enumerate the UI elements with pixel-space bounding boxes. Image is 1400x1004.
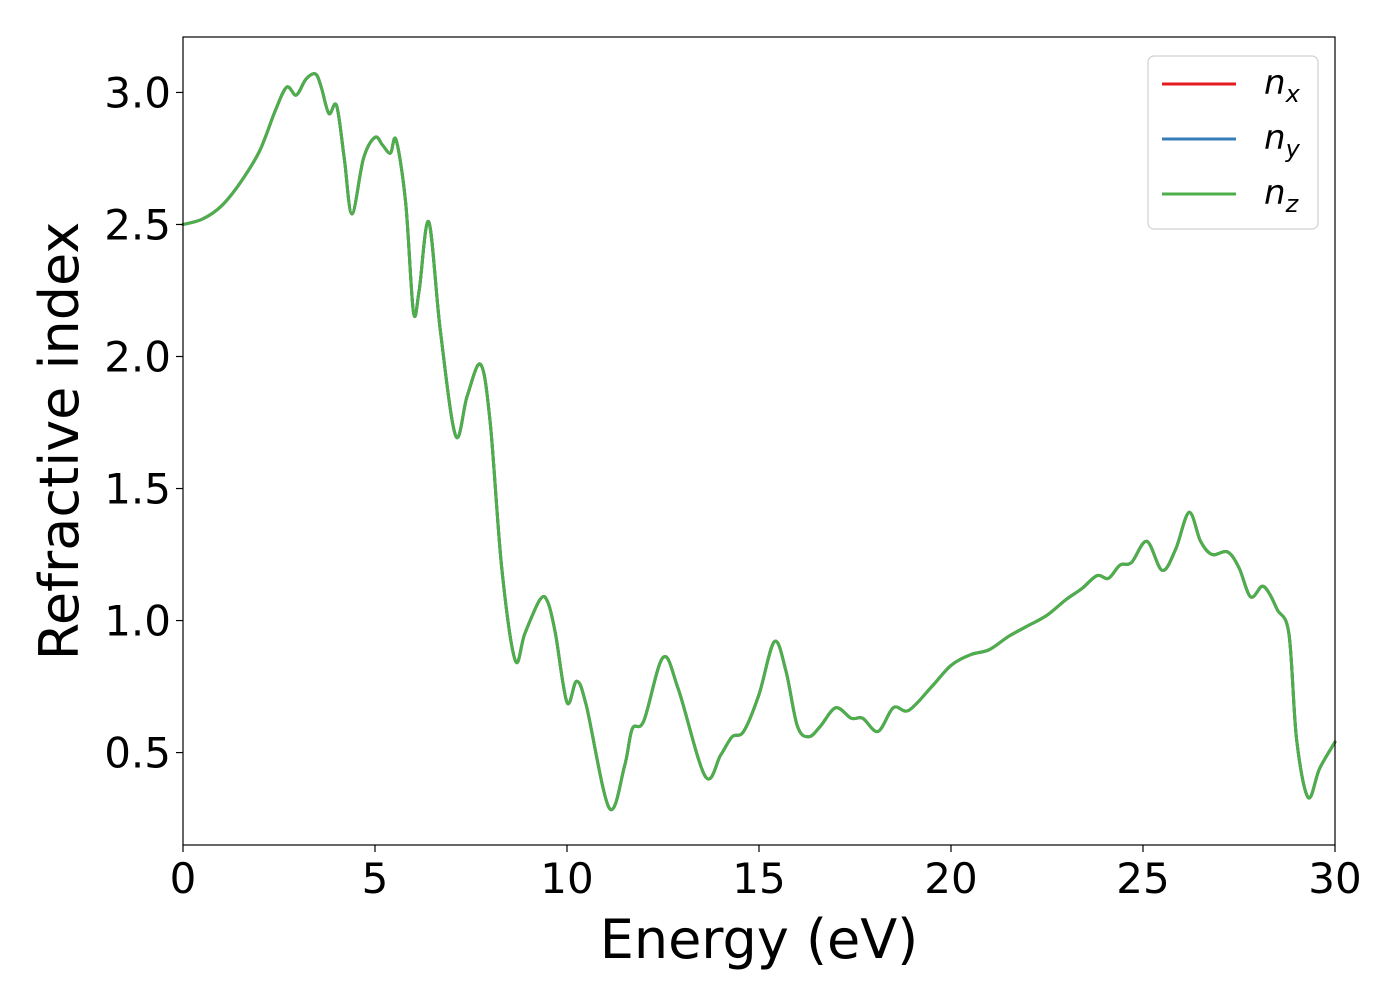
y-tick-label: 1.0 — [104, 597, 171, 646]
y-axis-ticks: 0.5 1.0 1.5 2.0 2.5 3.0 — [104, 68, 183, 778]
y-tick-label: 2.0 — [104, 333, 171, 382]
x-tick-label: 5 — [362, 854, 389, 903]
x-axis-ticks: 0 5 10 15 20 25 30 — [170, 845, 1362, 903]
x-axis-label: Energy (eV) — [600, 908, 919, 971]
series-layer — [181, 72, 1337, 812]
x-tick-label: 30 — [1308, 854, 1361, 903]
x-tick-label: 0 — [170, 854, 197, 903]
y-tick-label: 3.0 — [104, 68, 171, 117]
y-axis-label: Refractive index — [28, 222, 91, 661]
x-tick-label: 20 — [924, 854, 977, 903]
legend-box — [1147, 55, 1319, 230]
y-tick-label: 0.5 — [104, 729, 171, 778]
x-tick-label: 10 — [540, 854, 593, 903]
y-tick-label: 1.5 — [104, 465, 171, 514]
x-tick-label: 25 — [1116, 854, 1169, 903]
y-tick-label: 2.5 — [104, 200, 171, 249]
x-tick-label: 15 — [732, 854, 785, 903]
series-line-n-z — [181, 72, 1337, 812]
